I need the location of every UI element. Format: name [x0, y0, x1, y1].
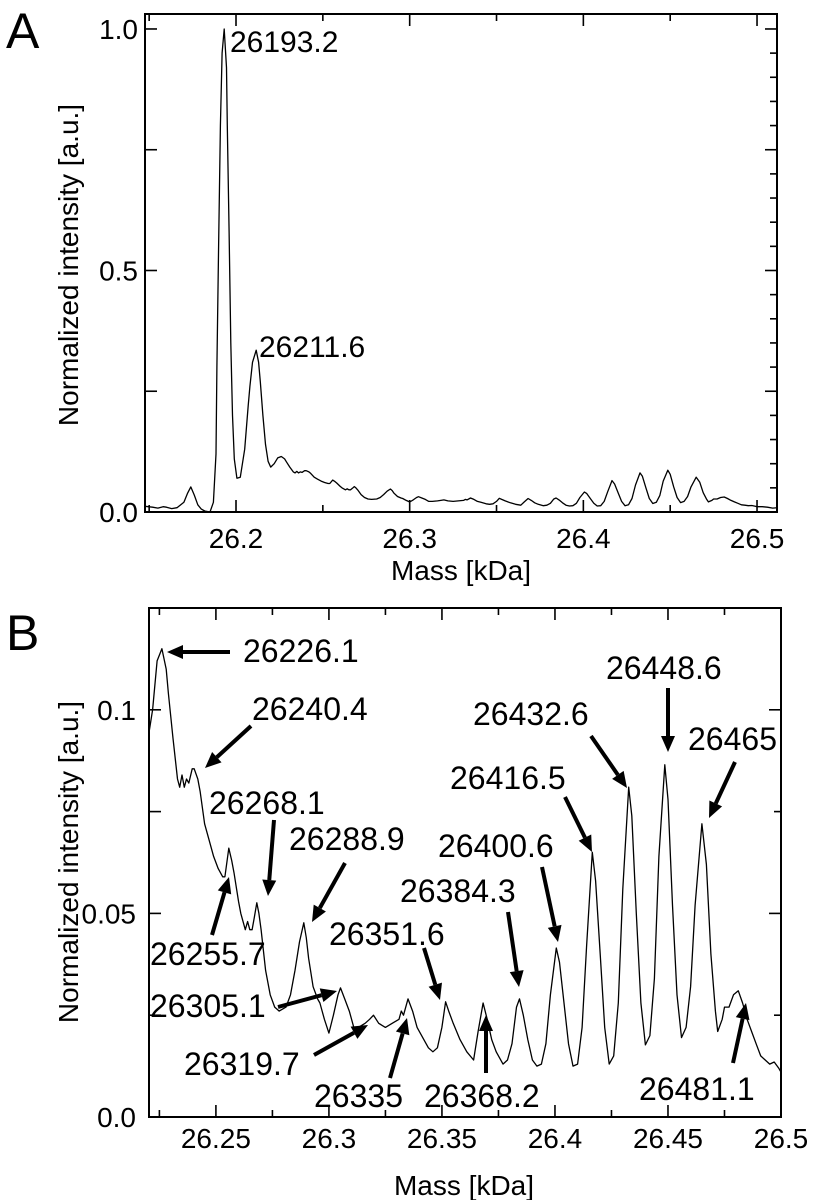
panel-b-peak-label: 26335 [314, 1078, 403, 1114]
panel-b-peak-label: 26255.7 [150, 936, 266, 972]
panel-a-y-axis-label: Normalized intensity [a.u.] [53, 104, 84, 426]
panel-b-y-tick-label: 0.05 [82, 898, 137, 929]
panel-b-y-tick-label: 0.1 [97, 695, 136, 726]
panel-b-plot-frame [148, 607, 782, 1118]
panel-b-peak-label: 26384.3 [400, 873, 516, 909]
panel-b-x-tick-label: 26.45 [633, 1123, 703, 1154]
panel-b-x-tick-label: 26.25 [181, 1123, 251, 1154]
panel-b-arrow-shaft [215, 724, 253, 759]
panel-b-arrow-head-icon [319, 988, 337, 1002]
panel-b-arrow-shaft [589, 734, 620, 776]
panel-b-arrow-shaft [506, 911, 519, 972]
panel-b-peak-label: 26400.6 [438, 828, 554, 864]
panel-b-peak-label: 26448.6 [606, 650, 722, 686]
panel-b-arrow-head-icon [262, 879, 277, 896]
panel-b-arrow-shaft [267, 819, 276, 881]
panel-a-plot-frame [144, 13, 778, 513]
panel-b-arrow-shaft [540, 866, 557, 927]
panel-label-b: B [6, 605, 39, 661]
panel-b-arrow-head-icon [205, 752, 222, 768]
panel-b-peak-label: 26351.6 [329, 916, 445, 952]
panel-b-arrow-head-icon [735, 1003, 750, 1021]
panel-a-x-axis-label: Mass [kDa] [391, 555, 531, 586]
panel-b-arrow-shaft [318, 862, 347, 910]
panel-b-arrow-shaft [731, 1018, 745, 1064]
panel-b-peak-label: 26368.2 [424, 1078, 540, 1114]
panel-b-arrow-head-icon [350, 1025, 368, 1039]
panel-a-spectrum-line [145, 28, 777, 512]
panel-b-arrow-head-icon [612, 770, 627, 788]
panel-b-peak-label: 26288.9 [289, 821, 405, 857]
panel-b-arrow-shaft [713, 761, 737, 805]
panel-a-y-tick-label: 0.5 [99, 255, 138, 286]
panel-b-peak-label: 26268.1 [209, 785, 325, 821]
panel-b-arrow-head-icon [312, 904, 326, 922]
panel-b-arrow-head-icon [547, 924, 562, 942]
panel-b-peak-label: 26416.5 [450, 760, 566, 796]
panel-a-x-tick-label: 26.4 [556, 523, 611, 554]
panel-b-peak-label: 26481.1 [639, 1071, 755, 1107]
panel-b-arrow-head-icon [395, 1018, 410, 1036]
panel-a-x-tick-label: 26.3 [382, 523, 437, 554]
panel-b-arrow-shaft [210, 891, 227, 936]
panel-b-arrow-head-icon [428, 982, 442, 1000]
panel-b-arrow-head-icon [167, 645, 183, 659]
panel-a-peak-label: 26211.6 [259, 331, 365, 364]
panel-b-peak-label: 26240.4 [252, 691, 368, 727]
panel-b-arrow-head-icon [479, 1015, 493, 1031]
panel-b-x-tick-label: 26.35 [407, 1123, 477, 1154]
panel-b-arrow-head-icon [578, 834, 592, 852]
panel-a-x-tick-label: 26.5 [730, 523, 785, 554]
panel-b-y-axis-label: Normalized intensity [a.u.] [53, 701, 84, 1023]
panel-b-peak-label: 26226.1 [243, 633, 359, 669]
panel-b-arrow-head-icon [217, 877, 232, 895]
panel-a-y-tick-label: 0.0 [99, 497, 138, 528]
panel-b-arrow-shaft [422, 947, 438, 986]
panel-a-y-tick-label: 1.0 [99, 14, 138, 45]
panel-b-peak-label: 26432.6 [473, 696, 589, 732]
panel-b-arrow-shaft [563, 796, 587, 839]
panel-a-peak-label: 26193.2 [230, 26, 338, 59]
panel-b-peak-label: 26319.7 [184, 1046, 300, 1082]
panel-b-arrow-shaft [277, 993, 323, 1009]
panel-label-a: A [6, 3, 40, 59]
panel-b-y-tick-label: 0.0 [97, 1102, 136, 1133]
panel-b-arrow-shaft [388, 1032, 405, 1079]
panel-b-peak-label: 26305.1 [150, 988, 266, 1024]
panel-b-arrow-head-icon [661, 736, 675, 752]
panel-a-chart: Mass [kDa] Normalized intensity [a.u.] 2… [53, 13, 785, 586]
panel-b-arrow-head-icon [709, 800, 723, 818]
panel-b-peak-label: 26465 [688, 721, 777, 757]
panel-b-arrow-head-icon [509, 970, 524, 987]
panel-b-x-tick-label: 26.5 [754, 1123, 809, 1154]
panel-a-x-tick-label: 26.2 [209, 523, 264, 554]
panel-b-x-tick-label: 26.3 [302, 1123, 357, 1154]
panel-b-x-axis-label: Mass [kDa] [394, 1170, 534, 1200]
panel-b-arrow-shaft [313, 1031, 355, 1057]
panel-b-x-tick-label: 26.4 [528, 1123, 583, 1154]
